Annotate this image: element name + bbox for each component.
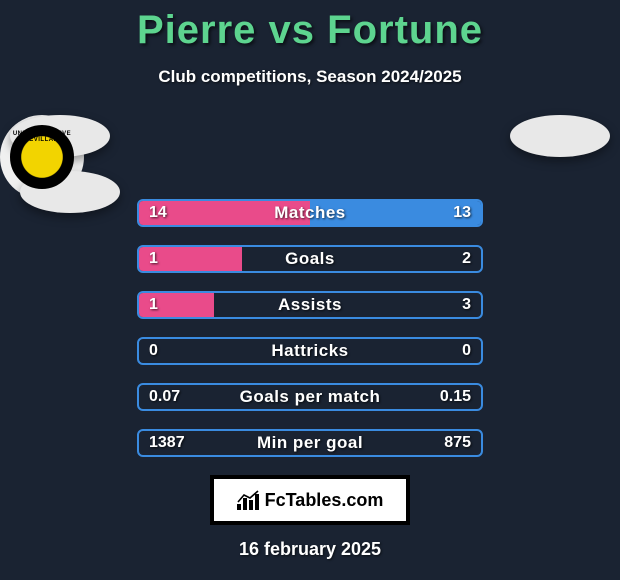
title-left: Pierre [137,8,256,52]
stat-label: Goals [139,247,481,271]
team-badge-right-1 [510,115,610,157]
page-title: Pierre vs Fortune [0,0,620,53]
fctables-logo-icon [237,490,259,510]
stat-row: 14Matches13 [137,199,483,227]
brand-badge[interactable]: FcTables.com [210,475,410,525]
stat-label: Goals per match [139,385,481,409]
stat-value-right: 3 [462,293,471,317]
title-right: Fortune [327,8,483,52]
date-text: 16 february 2025 [0,539,620,560]
crest-ring-text: UNION SPORTIVE QUEVILLAISE [12,131,72,143]
subtitle: Club competitions, Season 2024/2025 [0,67,620,87]
stat-row: 0.07Goals per match0.15 [137,383,483,411]
stats-area: UNION SPORTIVE QUEVILLAISE 14Matches13 1G… [0,115,620,457]
stat-value-right: 13 [453,201,471,225]
stat-label: Min per goal [139,431,481,455]
brand-text: FcTables.com [265,490,384,511]
stat-row: 1387Min per goal875 [137,429,483,457]
title-vs: vs [269,8,316,52]
stat-value-right: 875 [444,431,471,455]
stat-label: Assists [139,293,481,317]
club-crest-icon: UNION SPORTIVE QUEVILLAISE [10,125,74,189]
stat-value-right: 0.15 [440,385,471,409]
stat-row: 1Assists3 [137,291,483,319]
stat-value-right: 2 [462,247,471,271]
stat-value-right: 0 [462,339,471,363]
stat-bars: 14Matches13 1Goals2 1Assists3 0Hattricks0 0.… [137,199,483,457]
stat-row: 1Goals2 [137,245,483,273]
stat-label: Matches [139,201,481,225]
stat-row: 0Hattricks0 [137,337,483,365]
stat-label: Hattricks [139,339,481,363]
